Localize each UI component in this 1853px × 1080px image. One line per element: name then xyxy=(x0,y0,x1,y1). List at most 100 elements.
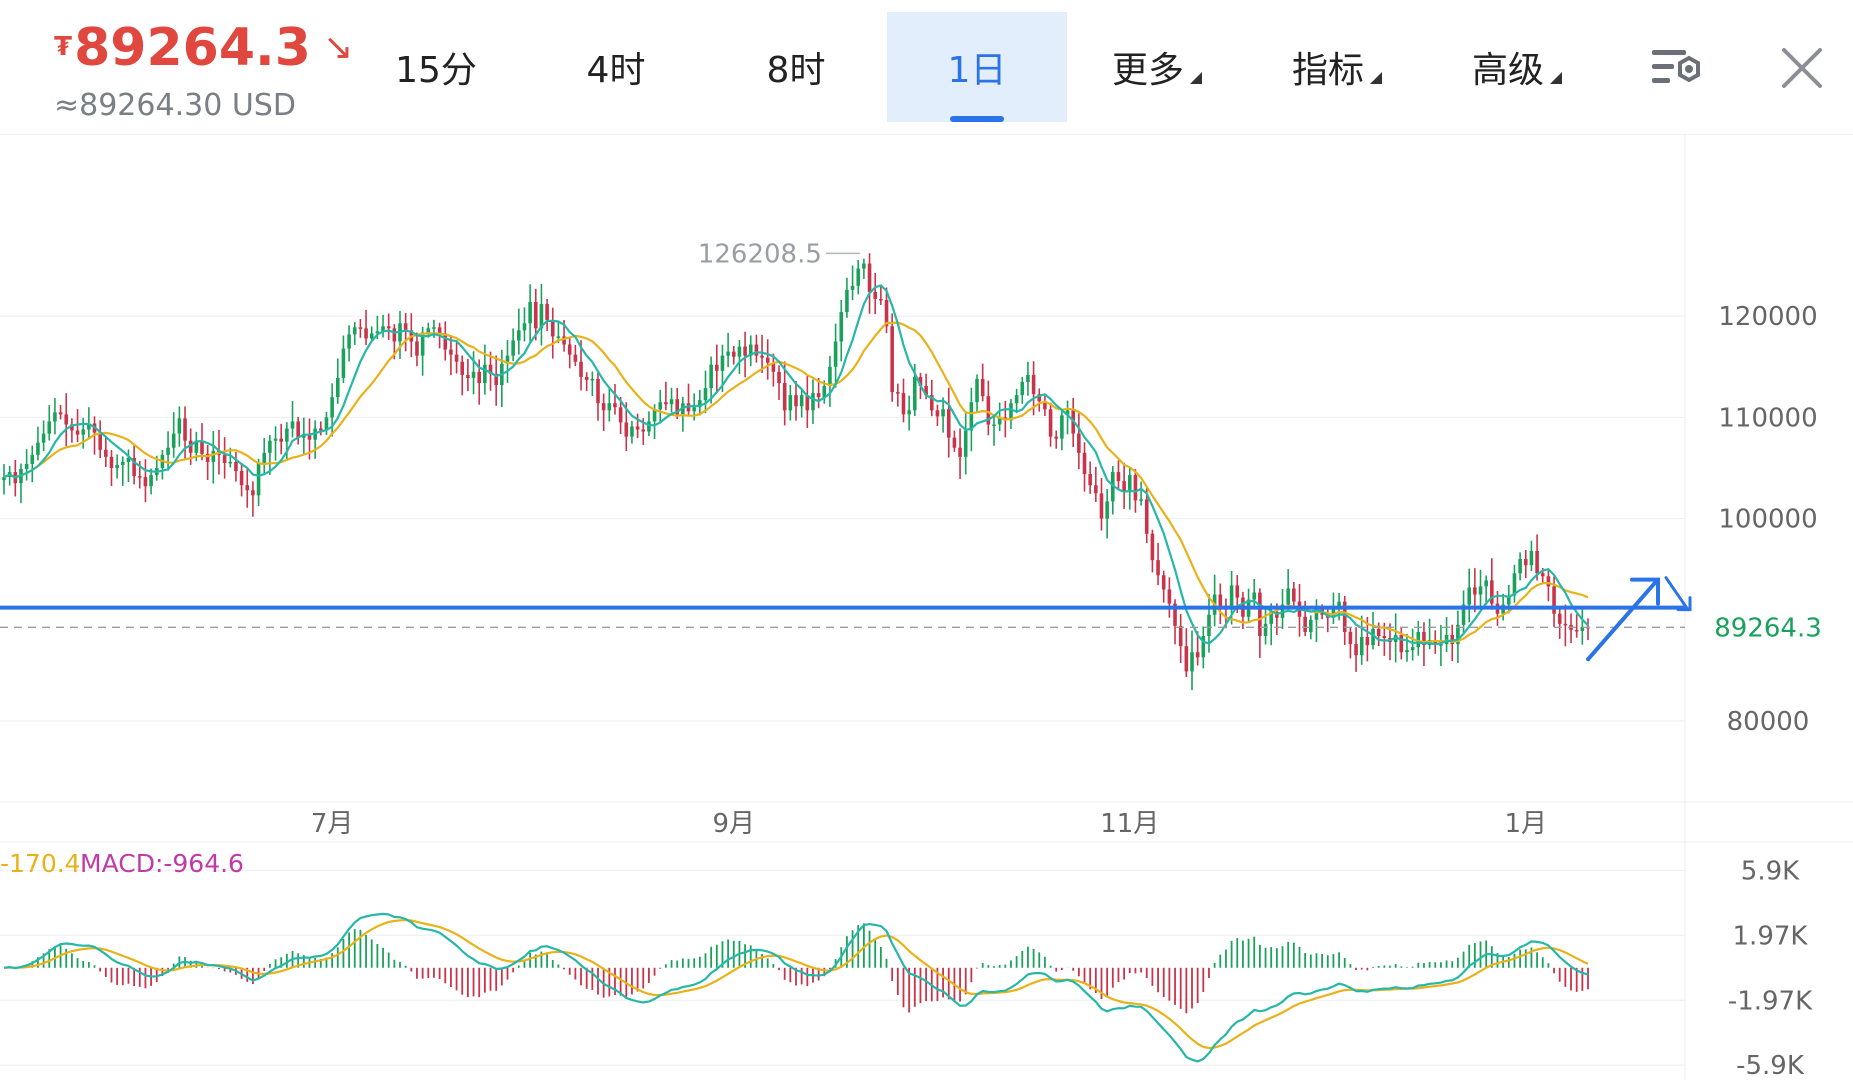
tab-4h[interactable]: 4时 xyxy=(526,12,706,122)
candle-body-down xyxy=(1122,481,1126,493)
tab-8h[interactable]: 8时 xyxy=(706,12,886,122)
candle-body-up xyxy=(647,421,651,432)
candle-body-down xyxy=(1037,394,1042,402)
candle-body-down xyxy=(1094,485,1098,494)
candle-body-down xyxy=(664,402,668,405)
last-price: ₮89264.3 ↘ xyxy=(54,18,353,78)
last-price-value: 89264.3 xyxy=(74,18,311,78)
candle-body-down xyxy=(1523,559,1528,566)
candle-body-up xyxy=(528,302,532,324)
candle-body-up xyxy=(211,450,216,462)
candle-body-up xyxy=(273,438,278,441)
candle-body-up xyxy=(1410,647,1415,651)
candle-body-down xyxy=(1077,433,1081,453)
candle-body-up xyxy=(375,331,380,334)
candle-body-down xyxy=(613,403,617,408)
time-axis-tick-label: 7月 xyxy=(311,809,354,839)
candle-body-up xyxy=(341,348,346,378)
candle-body-up xyxy=(522,323,527,331)
candle-body-up xyxy=(850,285,855,290)
candle-body-up xyxy=(669,399,674,405)
candle-body-down xyxy=(251,490,255,496)
candle-body-down xyxy=(1258,592,1262,637)
candle-body-up xyxy=(698,400,702,408)
candle-body-up xyxy=(1105,501,1109,519)
candle-body-up xyxy=(1009,403,1013,421)
candle-body-down xyxy=(358,327,363,329)
time-axis-tick-label: 1月 xyxy=(1504,809,1547,839)
tab-1d[interactable]: 1日 xyxy=(887,12,1067,122)
candle-body-down xyxy=(1552,586,1556,614)
candle-body-down xyxy=(109,456,114,468)
chart-settings-icon[interactable] xyxy=(1650,44,1702,92)
candle-body-down xyxy=(1048,409,1053,437)
time-axis-tick-label: 11月 xyxy=(1100,809,1159,839)
candle-body-down xyxy=(58,412,63,415)
candle-body-down xyxy=(386,326,391,329)
candle-body-down xyxy=(980,378,985,397)
candle-body-down xyxy=(1133,475,1138,501)
candle-body-down xyxy=(245,485,250,491)
dropdown-caret-icon xyxy=(1190,72,1202,84)
candle-body-up xyxy=(1252,592,1257,600)
candle-body-down xyxy=(1054,436,1059,439)
tab-indicators[interactable]: 指标 xyxy=(1247,12,1427,122)
macd-axis-tick-label: -5.9K xyxy=(1736,1051,1805,1080)
candle-body-up xyxy=(822,386,827,398)
candle-body-down xyxy=(924,386,928,396)
candle-body-down xyxy=(867,263,872,292)
candle-body-up xyxy=(652,409,657,422)
candle-body-down xyxy=(731,351,736,357)
candle-body-up xyxy=(997,417,1002,425)
candle-body-down xyxy=(879,298,883,301)
candle-body-down xyxy=(1376,628,1381,637)
candle-body-down xyxy=(70,424,74,431)
candle-body-down xyxy=(449,349,453,355)
candle-body-up xyxy=(1439,644,1443,646)
candle-body-down xyxy=(1167,589,1172,604)
candle-body-down xyxy=(715,364,719,371)
candle-body-up xyxy=(1512,573,1517,596)
candle-body-down xyxy=(584,376,589,380)
candle-body-down xyxy=(1422,631,1426,646)
candle-body-up xyxy=(228,461,233,464)
candle-body-down xyxy=(743,346,747,356)
candle-body-down xyxy=(771,362,776,372)
candle-body-down xyxy=(205,453,210,462)
candle-body-down xyxy=(1342,601,1347,632)
tab-more[interactable]: 更多 xyxy=(1067,12,1247,122)
tab-15m[interactable]: 15分 xyxy=(346,12,526,122)
candle-body-up xyxy=(811,393,815,411)
candle-body-up xyxy=(828,366,832,387)
candle-body-up xyxy=(1309,619,1313,632)
candle-body-down xyxy=(132,457,136,477)
candle-body-up xyxy=(1507,595,1511,605)
candle-body-down xyxy=(1156,560,1160,576)
candle-body-down xyxy=(896,392,900,394)
candle-body-down xyxy=(234,461,238,472)
candle-body-up xyxy=(1467,587,1471,605)
candle-body-down xyxy=(75,430,80,435)
candle-body-down xyxy=(415,341,419,356)
price-chart[interactable]: 120000 110000 100000 80000 7月 9月 11月 1月 126208.5… xyxy=(0,134,1853,1080)
candle-body-up xyxy=(1020,381,1025,396)
candle-body-up xyxy=(748,344,753,356)
candle-body-down xyxy=(279,438,283,442)
candle-body-down xyxy=(873,291,877,299)
candle-body-down xyxy=(307,434,312,440)
candle-body-down xyxy=(675,399,679,415)
candle-body-down xyxy=(364,328,368,339)
close-icon[interactable] xyxy=(1780,46,1824,90)
tab-advanced[interactable]: 高级 xyxy=(1427,12,1607,122)
macd-value: MACD:-964.6 xyxy=(80,849,244,878)
candle-body-up xyxy=(352,327,357,335)
candle-body-down xyxy=(1382,636,1387,639)
candle-body-down xyxy=(805,395,810,411)
candle-body-down xyxy=(641,429,646,432)
candle-body-up xyxy=(1269,611,1273,624)
candle-body-up xyxy=(268,440,272,453)
candle-body-down xyxy=(403,323,408,331)
macd-axis-tick-label: -1.97K xyxy=(1728,986,1813,1016)
candle-body-up xyxy=(335,377,340,398)
candle-body-down xyxy=(1195,652,1200,658)
